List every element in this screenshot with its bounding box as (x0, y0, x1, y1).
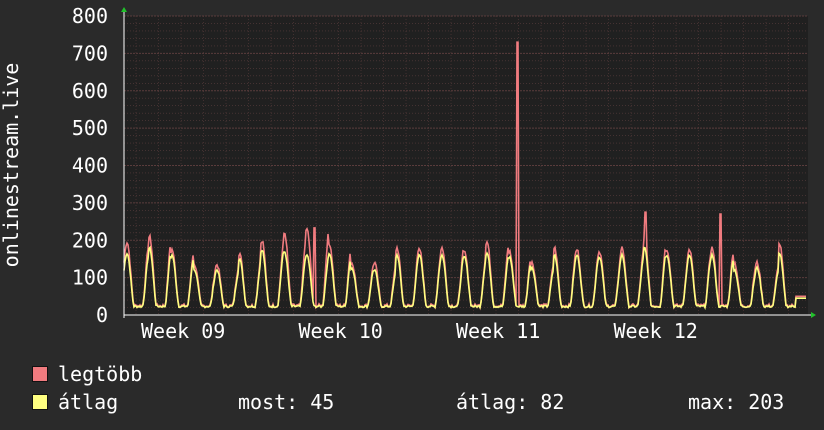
y-axis-ticks: 0 100 200 300 400 500 600 700 800 (72, 4, 108, 327)
stat-average: átlag: 82 (456, 390, 565, 414)
series-line-avg (123, 245, 806, 311)
x-tick-label: Week 12 (614, 319, 698, 343)
x-tick-label: Week 09 (141, 319, 225, 343)
legend-swatch-avg (32, 394, 48, 410)
legend-avg: átlag (32, 391, 118, 413)
x-tick-label: Week 10 (299, 319, 383, 343)
x-axis-ticks: Week 09 Week 10 Week 11 Week 12 (141, 319, 698, 343)
series-group (123, 41, 806, 311)
y-tick-label: 0 (96, 303, 108, 327)
y-axis-label: onlinestream.live (0, 63, 23, 268)
stat-current: most: 45 (238, 390, 335, 414)
stat-max: max: 203 (688, 390, 785, 414)
y-tick-label: 700 (72, 41, 108, 65)
legend-max: legtöbb (32, 363, 142, 385)
x-tick-label: Week 11 (456, 319, 540, 343)
y-tick-label: 800 (72, 4, 108, 28)
legend-swatch-max (32, 366, 48, 382)
y-tick-label: 200 (72, 228, 108, 252)
x-axis-arrow-icon (811, 312, 816, 318)
legend-label-max: legtöbb (58, 362, 143, 386)
y-tick-label: 600 (72, 79, 108, 103)
y-tick-label: 100 (72, 266, 108, 290)
y-axis-arrow-icon (121, 7, 127, 12)
y-tick-label: 300 (72, 191, 108, 215)
legend-label-avg: átlag (58, 390, 119, 414)
y-tick-label: 400 (72, 154, 108, 178)
y-tick-label: 500 (72, 116, 108, 140)
rrd-line-chart: 0 100 200 300 400 500 600 700 800 Week 09 Week 10… (0, 4, 816, 343)
